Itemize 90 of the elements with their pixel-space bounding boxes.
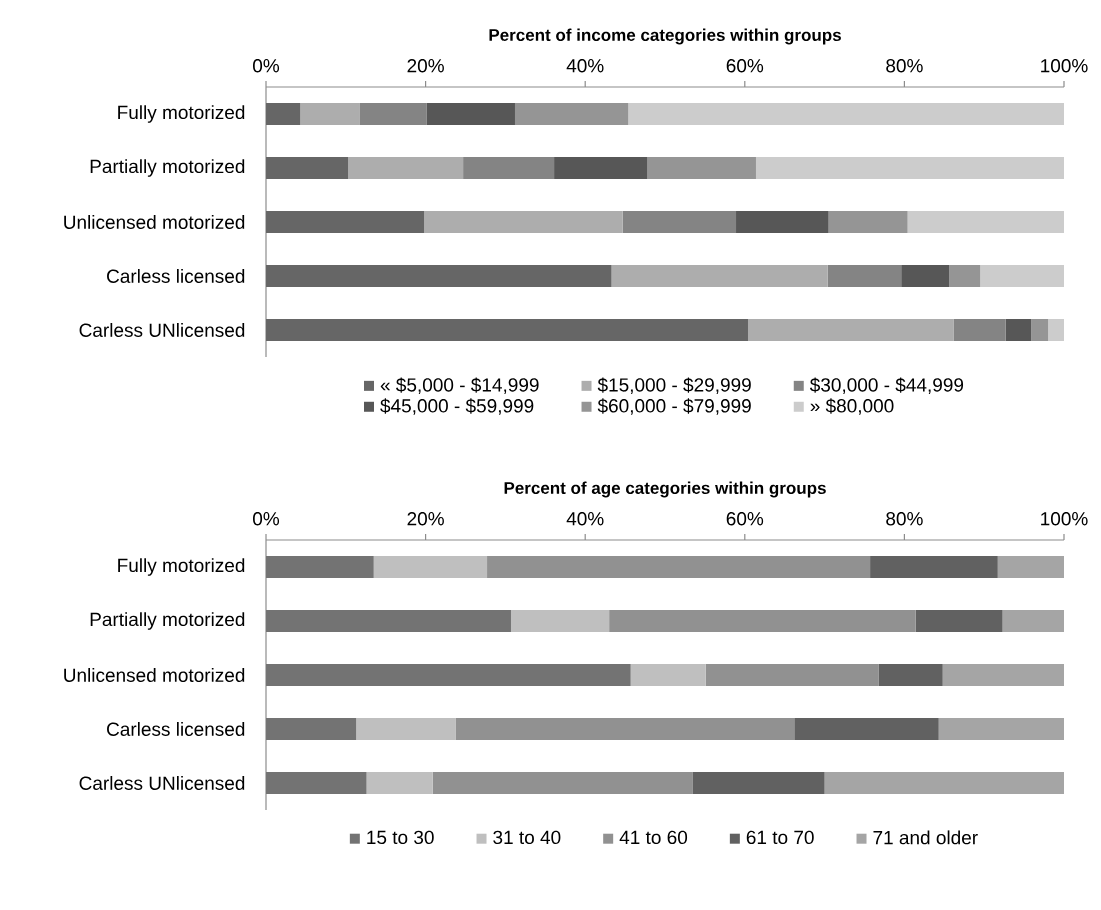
bar xyxy=(736,211,829,233)
bar xyxy=(827,265,902,287)
bar xyxy=(692,772,825,794)
bar xyxy=(611,265,828,287)
y-tick-label: Unlicensed motorized xyxy=(64,215,245,229)
legend-label: $60,000 - $79,999 xyxy=(597,398,751,415)
bar xyxy=(359,103,427,125)
y-tick-label: Fully motorized xyxy=(118,105,245,123)
bar xyxy=(705,664,879,686)
bar xyxy=(953,319,1006,341)
bar xyxy=(630,664,706,686)
bar xyxy=(266,157,349,179)
bar xyxy=(824,772,1064,794)
bar xyxy=(487,556,871,578)
x-tick-label: 40% xyxy=(566,512,604,526)
legend-label: $15,000 - $29,999 xyxy=(597,377,751,394)
bar xyxy=(980,265,1064,287)
bar xyxy=(794,717,939,740)
bar xyxy=(938,717,1064,740)
bar xyxy=(901,265,950,287)
legend-label: « $5,000 - $14,999 xyxy=(380,377,539,394)
y-tick-label: Carless licensed xyxy=(107,722,245,736)
bar xyxy=(266,664,631,686)
bar xyxy=(942,664,1064,686)
bar xyxy=(424,211,623,233)
bar xyxy=(1031,319,1049,341)
legend-label: 71 and older xyxy=(873,830,978,845)
x-tick-label: 0% xyxy=(253,512,280,526)
bar xyxy=(609,610,916,632)
bar xyxy=(949,265,981,287)
x-tick-label: 40% xyxy=(566,59,604,73)
bar xyxy=(747,319,954,341)
bar xyxy=(266,772,367,794)
y-tick-label: Fully motorized xyxy=(118,558,245,576)
bar xyxy=(266,717,357,740)
y-tick-label: Partially motorized xyxy=(90,159,245,177)
bar xyxy=(1002,610,1064,632)
bar xyxy=(266,610,511,632)
y-tick-label: Partially motorized xyxy=(90,612,245,630)
y-tick-label: Carless UNlicensed xyxy=(79,776,245,790)
legend-label: 41 to 60 xyxy=(619,830,688,845)
bar xyxy=(366,772,433,794)
bar xyxy=(1005,319,1032,341)
x-tick-label: 80% xyxy=(886,512,923,526)
bar xyxy=(828,211,908,233)
bar xyxy=(1048,319,1064,341)
chart-title: Percent of income categories within groups xyxy=(489,28,841,45)
bar xyxy=(622,211,737,233)
bar xyxy=(373,556,488,578)
bar xyxy=(878,664,943,686)
legend-label: 31 to 40 xyxy=(493,830,561,845)
bar xyxy=(266,211,425,233)
bar xyxy=(266,556,374,578)
bar xyxy=(647,157,756,179)
bar xyxy=(455,717,795,740)
chart-title: Percent of age categories within groups xyxy=(504,481,826,498)
y-tick-label: Unlicensed motorized xyxy=(64,668,245,682)
bar xyxy=(300,103,360,125)
bar xyxy=(348,157,464,179)
bar xyxy=(997,556,1064,578)
bar xyxy=(907,211,1064,233)
bar xyxy=(432,772,693,794)
x-tick-label: 100% xyxy=(1041,59,1088,73)
x-tick-label: 20% xyxy=(407,59,444,73)
legend-label: » $80,000 xyxy=(810,398,894,415)
bar xyxy=(514,103,629,125)
bar xyxy=(356,717,456,740)
x-tick-label: 0% xyxy=(253,59,280,73)
bar xyxy=(628,103,1064,125)
legend-label: 15 to 30 xyxy=(367,830,434,845)
y-tick-label: Carless UNlicensed xyxy=(79,323,245,337)
x-tick-label: 20% xyxy=(407,512,444,526)
bar xyxy=(463,157,555,179)
bar xyxy=(870,556,998,578)
legend-label: 61 to 70 xyxy=(746,830,814,845)
bar xyxy=(266,103,301,125)
bar xyxy=(755,157,1064,179)
bar xyxy=(915,610,1003,632)
x-tick-label: 80% xyxy=(886,59,923,73)
bar xyxy=(510,610,610,632)
y-tick-label: Carless licensed xyxy=(107,269,245,283)
bar xyxy=(266,265,612,287)
legend-label: $30,000 - $44,999 xyxy=(809,377,964,394)
legend-label: $45,000 - $59,999 xyxy=(380,398,534,415)
x-tick-label: 60% xyxy=(726,512,764,526)
bar xyxy=(426,103,515,125)
x-tick-label: 60% xyxy=(726,59,764,73)
x-tick-label: 100% xyxy=(1041,512,1088,526)
bar xyxy=(554,157,648,179)
bar xyxy=(266,319,748,341)
